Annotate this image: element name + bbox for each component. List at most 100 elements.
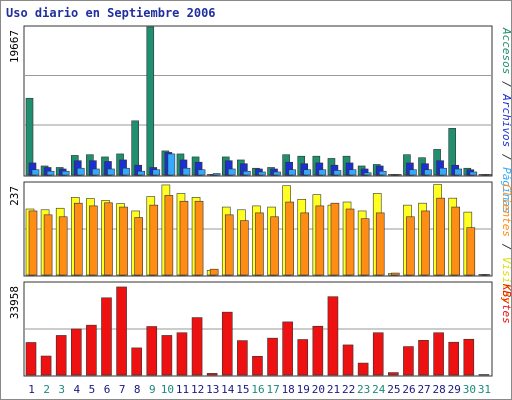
bar-pginas-day-26 — [409, 169, 417, 176]
x-tick-label-day-28: 28 — [433, 383, 446, 396]
x-tick-label-day-20: 20 — [312, 383, 325, 396]
x-tick-label-day-18: 18 — [282, 383, 295, 396]
bar-clientes-day-11 — [179, 200, 189, 276]
x-tick-label-day-23: 23 — [357, 383, 370, 396]
x-tick-label-day-24: 24 — [372, 383, 386, 396]
x-tick-label-day-27: 27 — [417, 383, 430, 396]
bar-pginas-day-30 — [469, 171, 478, 176]
bar-pginas-day-20 — [318, 169, 327, 176]
bar-kbytes-day-3 — [55, 335, 67, 376]
bar-clientes-day-18 — [285, 201, 294, 276]
bar-kbytes-day-6 — [101, 297, 112, 376]
bar-kbytes-day-27 — [418, 340, 429, 376]
x-tick-label-day-26: 26 — [402, 383, 415, 396]
legend-entry-1-0: Clientes — [500, 184, 512, 237]
legend-entry-0-2: Archivos — [500, 93, 512, 147]
bar-pginas-day-19 — [303, 169, 312, 176]
bar-pginas-day-22 — [348, 169, 357, 176]
bar-pginas-day-8 — [137, 170, 145, 176]
bar-pginas-day-23 — [363, 172, 372, 176]
x-tick-label-day-22: 22 — [342, 383, 355, 396]
bar-kbytes-day-23 — [357, 362, 369, 376]
bar-clientes-day-5 — [89, 205, 98, 276]
bar-kbytes-day-12 — [191, 317, 203, 376]
bar-pginas-day-15 — [243, 170, 251, 176]
bar-clientes-day-9 — [149, 204, 159, 276]
bar-kbytes-day-14 — [221, 311, 233, 376]
bar-pginas-day-24 — [378, 170, 387, 176]
x-tick-label-day-10: 10 — [161, 383, 174, 396]
bar-clientes-day-22 — [345, 208, 355, 276]
legend-entry-0-0: Accesos — [500, 27, 512, 74]
bar-clientes-day-26 — [406, 216, 415, 276]
x-tick-label-day-19: 19 — [297, 383, 310, 396]
bar-clientes-day-16 — [255, 212, 264, 276]
bar-clientes-day-3 — [58, 216, 68, 276]
bar-kbytes-day-18 — [282, 321, 293, 376]
bar-clientes-day-31 — [481, 274, 491, 276]
x-tick-label-day-31: 31 — [478, 383, 491, 396]
bar-pginas-day-25 — [394, 174, 402, 176]
bar-kbytes-day-10 — [161, 335, 173, 376]
bar-pginas-day-29 — [454, 168, 463, 176]
x-tick-label-day-25: 25 — [387, 383, 400, 396]
bar-clientes-day-19 — [300, 212, 310, 276]
x-tick-label-day-21: 21 — [327, 383, 340, 396]
bar-clientes-day-25 — [391, 272, 400, 276]
bar-clientes-day-12 — [194, 200, 204, 276]
bar-clientes-day-23 — [360, 218, 370, 276]
y-max-label-kbytes: 33958 — [8, 286, 21, 319]
bar-clientes-day-2 — [43, 214, 53, 276]
bar-pginas-day-5 — [92, 168, 100, 176]
bar-clientes-day-4 — [73, 202, 83, 276]
bar-clientes-day-30 — [466, 227, 476, 276]
bar-clientes-day-15 — [240, 220, 249, 276]
bar-pginas-day-28 — [439, 167, 447, 176]
bar-kbytes-day-7 — [116, 286, 127, 376]
bar-clientes-day-1 — [28, 210, 38, 276]
x-tick-label-day-7: 7 — [119, 383, 126, 396]
bar-kbytes-day-5 — [86, 324, 97, 376]
bar-kbytes-day-13 — [206, 373, 218, 376]
y-max-label-hits: 19667 — [8, 30, 21, 63]
x-tick-label-day-16: 16 — [251, 383, 264, 396]
x-tick-label-day-12: 12 — [191, 383, 204, 396]
bar-clientes-day-14 — [224, 214, 234, 276]
bar-clientes-day-29 — [451, 206, 461, 276]
bar-pginas-day-11 — [182, 167, 191, 176]
bar-clientes-day-20 — [315, 205, 325, 276]
bar-clientes-day-17 — [270, 216, 279, 276]
legend-entry-0-4: Páginas — [500, 167, 512, 213]
bar-clientes-day-27 — [421, 210, 430, 276]
bar-kbytes-day-4 — [70, 328, 82, 376]
bar-pginas-day-16 — [258, 171, 266, 176]
bar-pginas-day-31 — [484, 174, 493, 176]
bar-clientes-day-8 — [134, 217, 143, 276]
x-tick-label-day-11: 11 — [176, 383, 189, 396]
legend-entry-1-1: / — [500, 237, 512, 257]
chart-title: Uso diario en Septiembre 2006 — [6, 6, 216, 20]
bar-kbytes-day-2 — [40, 355, 52, 376]
bar-kbytes-day-9 — [146, 326, 158, 376]
bar-kbytes-day-8 — [131, 347, 142, 376]
bar-pginas-day-4 — [76, 167, 85, 176]
bar-clientes-day-21 — [330, 202, 340, 276]
x-tick-label-day-17: 17 — [266, 383, 279, 396]
bar-clientes-day-7 — [119, 206, 128, 276]
bar-pginas-day-13 — [212, 173, 221, 176]
bar-pginas-day-2 — [46, 170, 55, 176]
bar-kbytes-day-28 — [433, 332, 444, 376]
legend-entry-0-1: / — [500, 74, 512, 94]
legend-visits: Clientes / Visitas — [500, 184, 512, 303]
bar-clientes-day-6 — [104, 202, 113, 276]
bar-kbytes-day-31 — [478, 374, 490, 376]
bar-pginas-day-1 — [31, 169, 40, 176]
bar-clientes-day-10 — [164, 195, 174, 276]
bar-kbytes-day-15 — [237, 340, 248, 376]
legend-entry-2-0: KBytes — [500, 283, 512, 324]
bar-clientes-day-24 — [375, 212, 385, 276]
bar-pginas-day-27 — [424, 169, 432, 176]
x-tick-label-day-6: 6 — [104, 383, 111, 396]
bar-pginas-day-3 — [61, 170, 70, 176]
